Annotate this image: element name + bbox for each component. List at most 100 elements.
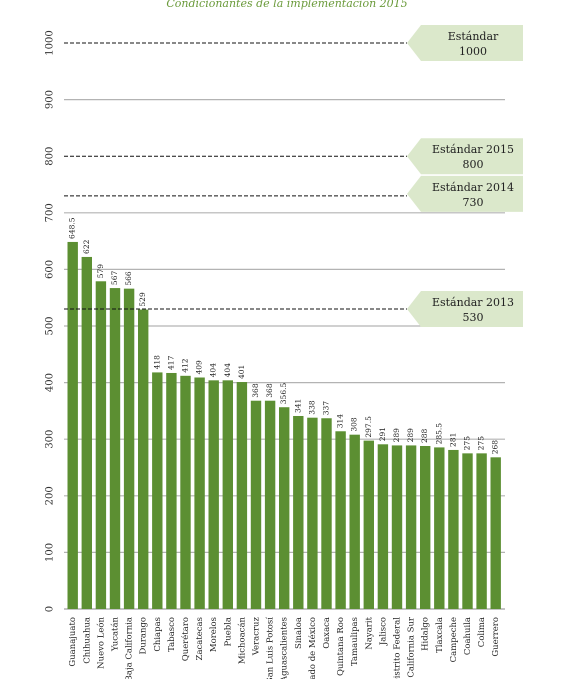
x-category-label: Jalisco <box>378 617 388 646</box>
x-category-label: Hidalgo <box>421 617 431 651</box>
bar-23 <box>391 445 403 609</box>
standard-callout-box <box>407 291 523 328</box>
x-axis-labels: Guanajuato Chihuahua Nuevo León Yucatán Baja… <box>68 616 501 679</box>
x-category-label: Tabasco <box>167 617 177 652</box>
standard-callout-box <box>407 175 523 212</box>
x-category-label: Chiapas <box>153 617 163 652</box>
x-category-label: Baja California <box>125 617 135 679</box>
bar-value-label: 268 <box>491 440 500 455</box>
bar-value-label: 275 <box>477 436 486 451</box>
standard-label-value: 800 <box>463 158 484 171</box>
bar-3 <box>109 288 121 609</box>
bar-value-label: 275 <box>463 436 472 451</box>
x-category-label: Aguascalientes <box>280 617 290 679</box>
x-category-label: Guanajuato <box>68 617 78 667</box>
y-tick-label: 0 <box>45 606 56 612</box>
bar-value-label: 622 <box>82 239 91 254</box>
x-category-label: Morelos <box>209 617 219 652</box>
y-tick-label: 400 <box>45 373 56 392</box>
y-tick-label: 300 <box>45 430 56 449</box>
chart-title: Condicionantes de la implementación 2015 <box>166 0 408 10</box>
x-category-label: Estado de México <box>307 617 318 679</box>
value-labels: 648.5 622 579 567 566 529 418 417 412 409 404 404 40… <box>68 217 500 454</box>
x-category-label: Oaxaca <box>322 617 332 649</box>
bar-value-label: 404 <box>223 363 232 378</box>
bar-15 <box>279 407 290 609</box>
bar-value-label: 529 <box>138 292 147 307</box>
bar-29 <box>476 453 487 609</box>
bar-value-label: 337 <box>322 401 331 416</box>
x-category-label: Puebla <box>223 617 233 646</box>
x-category-label: Tamaulipas <box>350 617 360 666</box>
y-tick-label: 800 <box>45 147 56 166</box>
x-category-label: Coahuila <box>463 617 473 655</box>
bar-17 <box>307 417 318 609</box>
bar-value-label: 291 <box>378 427 387 441</box>
bar-value-label: 289 <box>392 428 401 443</box>
bar-21 <box>363 440 374 609</box>
standard-label-name: Estándar 2015 <box>432 143 514 156</box>
bar-22 <box>377 444 389 609</box>
x-category-label: Baja California Sur <box>407 616 417 679</box>
x-category-label: Veracruz <box>252 616 262 656</box>
bar-26 <box>434 447 445 609</box>
bar-16 <box>293 415 304 609</box>
bar-5 <box>138 309 149 609</box>
y-tick-label: 500 <box>45 316 56 335</box>
x-category-label: Chihuahua <box>82 617 92 664</box>
bar-value-label: 289 <box>406 428 415 443</box>
x-category-label: Distrito Federal <box>393 617 403 679</box>
y-axis-ticks: 0 100 200 300 400 500 600 700 800 900 1000 <box>45 30 56 612</box>
bar-20 <box>349 434 360 609</box>
standard-callout-box <box>407 25 523 61</box>
bar-24 <box>405 445 417 609</box>
bar-0 <box>67 241 78 609</box>
bar-30 <box>490 457 501 609</box>
bar-value-label: 285.5 <box>434 423 443 445</box>
bar-value-label: 567 <box>110 271 119 286</box>
x-category-label: Quintana Roo <box>336 617 346 676</box>
bar-12 <box>236 382 248 609</box>
y-tick-label: 100 <box>45 543 56 562</box>
x-category-label: Colima <box>477 617 487 647</box>
standard-label-value: 730 <box>463 196 484 209</box>
bar-value-label: 314 <box>336 414 345 429</box>
bar-value-label: 288 <box>420 428 429 443</box>
bar-value-label: 341 <box>293 399 302 413</box>
x-category-label: Zacatecas <box>195 617 205 660</box>
x-category-label: Guerrero <box>491 617 501 657</box>
standard-reference-lines: Estándar 1000 Estándar 2015 800 Estándar 201… <box>64 25 523 328</box>
bar-18 <box>321 418 332 609</box>
x-category-label: Durango <box>139 617 149 654</box>
x-category-label: San Luis Potosí <box>265 617 276 679</box>
standard-label-name: Estándar 2014 <box>432 181 514 194</box>
bar-value-label: 409 <box>195 360 204 375</box>
bar-14 <box>264 400 276 609</box>
x-category-label: Nuevo León <box>95 616 106 668</box>
standard-callout-box <box>407 138 523 175</box>
bar-value-label: 281 <box>448 433 457 447</box>
bar-10 <box>208 380 219 609</box>
bar-4 <box>123 288 135 609</box>
bar-value-label: 297.5 <box>364 416 373 438</box>
bar-1 <box>81 256 92 609</box>
y-tick-label: 600 <box>45 260 56 279</box>
bar-11 <box>222 380 233 609</box>
x-category-label: Tlaxcala <box>435 617 445 653</box>
bar-value-label: 308 <box>350 417 359 432</box>
bar-value-label: 401 <box>237 365 246 379</box>
y-tick-label: 200 <box>45 486 56 505</box>
bar-25 <box>420 445 431 609</box>
x-category-label: Querétaro <box>180 617 191 661</box>
bar-value-label: 356.5 <box>279 383 288 405</box>
y-tick-label: 1000 <box>45 30 56 55</box>
bar-value-label: 368 <box>265 383 274 398</box>
x-category-label: Michoacán <box>236 616 247 664</box>
bar-value-label: 579 <box>96 264 105 279</box>
bar-13 <box>250 400 262 609</box>
y-tick-label: 700 <box>45 203 56 222</box>
bar-6 <box>152 372 163 609</box>
bar-19 <box>335 431 346 609</box>
x-category-label: Campeche <box>449 617 459 662</box>
